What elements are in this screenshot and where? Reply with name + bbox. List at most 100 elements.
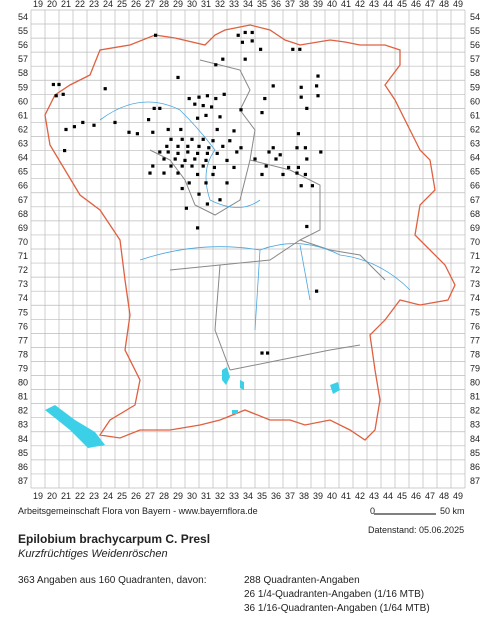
column-label: 42 [355, 0, 365, 9]
occurrence-dot [162, 171, 166, 175]
column-label: 34 [243, 491, 253, 501]
occurrence-dot [183, 158, 187, 163]
column-label: 47 [425, 491, 435, 501]
row-label: 85 [470, 448, 480, 458]
row-label: 80 [470, 378, 480, 388]
occurrence-dot [179, 127, 183, 132]
occurrence-dot [169, 137, 173, 141]
occurrence-dot [176, 144, 180, 148]
column-label: 21 [61, 491, 71, 501]
row-label: 67 [470, 195, 480, 205]
column-label: 22 [75, 491, 85, 501]
stat-line: 288 Quadranten-Angaben [244, 575, 360, 586]
column-label: 29 [173, 0, 183, 9]
occurrence-dot [72, 125, 76, 129]
occurrence-dot [239, 146, 243, 150]
occurrence-dot [63, 148, 67, 153]
occurrence-dot [190, 137, 194, 141]
occurrence-dot [243, 30, 247, 35]
occurrence-dot [184, 206, 188, 210]
occurrence-dot [187, 181, 191, 185]
column-label: 32 [215, 491, 225, 501]
row-label: 73 [18, 279, 28, 289]
occurrence-dot [296, 132, 300, 136]
occurrence-dot [305, 157, 309, 161]
occurrence-dot [232, 165, 236, 170]
occurrence-dot [154, 33, 158, 37]
row-label: 68 [18, 209, 28, 219]
species-name: Epilobium brachycarpum C. Presl [18, 532, 210, 546]
column-label: 41 [341, 491, 351, 501]
row-label: 66 [470, 181, 480, 191]
row-label: 70 [470, 237, 480, 247]
occurrence-dot [135, 132, 139, 136]
occurrence-dot [267, 150, 271, 154]
occurrence-dot [212, 165, 216, 170]
rivers [99, 101, 411, 331]
row-label: 75 [18, 307, 28, 317]
occurrence-dot [151, 164, 155, 168]
column-label: 32 [215, 0, 225, 9]
row-label: 56 [18, 40, 28, 50]
occurrence-dot [211, 172, 215, 177]
occurrence-dot [147, 118, 151, 122]
row-label: 78 [18, 349, 28, 359]
row-label: 72 [470, 265, 480, 275]
occurrence-dot [54, 94, 58, 98]
occurrence-dot [204, 181, 208, 185]
row-label: 56 [470, 40, 480, 50]
column-label: 25 [117, 491, 127, 501]
occurrence-dot [310, 184, 314, 188]
column-label: 28 [159, 491, 169, 501]
occurrence-dot [166, 150, 170, 154]
column-label: 41 [341, 0, 351, 9]
occurrence-dot [299, 184, 303, 188]
occurrence-dot [205, 94, 209, 98]
occurrence-dot [225, 181, 229, 185]
column-label: 36 [271, 491, 281, 501]
occurrence-dot [176, 75, 180, 80]
occurrence-dot [218, 115, 222, 119]
scale-start: 0 [370, 506, 375, 516]
stat-line: 36 1/16-Quadranten-Angaben (1/64 MTB) [244, 603, 430, 614]
occurrence-dot [204, 158, 208, 163]
date: Datenstand: 05.06.2025 [368, 525, 464, 535]
row-label: 55 [470, 26, 480, 36]
occurrence-dot [158, 150, 162, 154]
row-label: 82 [470, 406, 480, 416]
occurrence-dot [299, 85, 303, 89]
occurrence-dot [316, 74, 320, 78]
occurrence-dot [158, 106, 162, 110]
column-label: 48 [439, 0, 449, 9]
column-label: 20 [47, 0, 57, 9]
occurrence-dot [263, 96, 267, 101]
occurrence-dot [197, 192, 201, 196]
column-label: 43 [369, 491, 379, 501]
row-label: 60 [470, 96, 480, 106]
column-label: 30 [187, 491, 197, 501]
column-label: 26 [131, 491, 141, 501]
occurrence-dot [305, 106, 309, 110]
column-label: 31 [201, 0, 211, 9]
occurrence-dot [278, 153, 282, 157]
column-label: 43 [369, 0, 379, 9]
row-label: 71 [470, 251, 480, 261]
row-label: 87 [470, 476, 480, 486]
column-label: 44 [383, 491, 393, 501]
column-label: 39 [313, 491, 323, 501]
column-label: 27 [145, 491, 155, 501]
row-label: 87 [18, 476, 28, 486]
column-label: 25 [117, 0, 127, 9]
occurrence-dot [204, 113, 208, 118]
summary: 363 Angaben aus 160 Quadranten, davon: [18, 575, 207, 586]
common-name: Kurzfrüchtiges Weidenröschen [18, 548, 168, 560]
column-label: 49 [453, 491, 463, 501]
column-label: 42 [355, 491, 365, 501]
row-label: 57 [470, 54, 480, 64]
occurrence-dot [319, 150, 323, 154]
row-label: 74 [18, 293, 28, 303]
column-label: 29 [173, 491, 183, 501]
row-label: 76 [18, 321, 28, 331]
row-label: 64 [18, 153, 28, 163]
